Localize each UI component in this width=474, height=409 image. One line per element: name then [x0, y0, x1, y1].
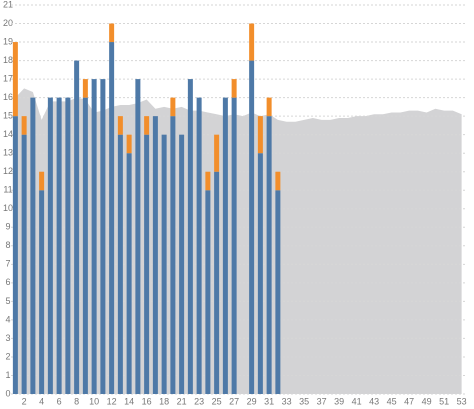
bar-segment [187, 79, 193, 394]
bar-segment [39, 190, 45, 394]
bar-segment [100, 79, 106, 394]
x-tick-label: 10 [89, 396, 99, 406]
y-tick-label: 17 [3, 73, 13, 83]
bar-segment [144, 134, 150, 394]
y-tick-label: 18 [3, 55, 13, 65]
y-tick-label: 19 [3, 36, 13, 46]
bar-segment [21, 116, 27, 135]
bar-segment [170, 116, 176, 395]
x-tick-label: 43 [369, 396, 379, 406]
y-tick-label: 8 [5, 240, 10, 250]
bar-segment [275, 171, 281, 191]
bar-segment [12, 42, 18, 117]
y-tick-label: 2 [5, 351, 10, 361]
y-tick-label: 0 [5, 388, 10, 398]
bar-segment [161, 134, 167, 394]
x-tick-label: 27 [229, 396, 239, 406]
y-tick-label: 13 [3, 148, 13, 158]
bar-segment [109, 42, 115, 395]
x-tick-label: 21 [177, 396, 187, 406]
bar-segment [257, 153, 263, 394]
x-tick-label: 23 [194, 396, 204, 406]
x-tick-label: 39 [334, 396, 344, 406]
bar-segment [39, 171, 45, 191]
bar-segment [205, 190, 211, 394]
bar-segment [109, 23, 115, 43]
x-tick-label: 16 [142, 396, 152, 406]
bar-segment [222, 97, 228, 394]
y-tick-label: 16 [3, 92, 13, 102]
x-tick-label: 31 [264, 396, 274, 406]
bar-segment [214, 171, 220, 394]
x-tick-label: 47 [404, 396, 414, 406]
y-tick-label: 9 [5, 222, 10, 232]
y-tick-label: 21 [3, 0, 13, 9]
y-tick-label: 5 [5, 296, 10, 306]
bar-segment [152, 116, 158, 395]
y-tick-label: 1 [5, 370, 10, 380]
y-tick-label: 14 [3, 129, 13, 139]
bar-segment [126, 153, 132, 394]
x-tick-label: 12 [107, 396, 117, 406]
bar-segment [144, 116, 150, 135]
x-tick-label: 4 [39, 396, 44, 406]
x-tick-label: 51 [439, 396, 449, 406]
bar-segment [65, 97, 71, 394]
bar-segment [12, 116, 18, 395]
bar-segment [47, 97, 53, 394]
bar-segment [275, 190, 281, 394]
bar-segment [82, 97, 88, 394]
bar-segment [266, 116, 272, 395]
x-tick-label: 14 [124, 396, 134, 406]
bar-segment [231, 97, 237, 394]
bar-segment [74, 60, 80, 394]
bar-segment [91, 79, 97, 394]
y-tick-label: 15 [3, 111, 13, 121]
bar-segment [231, 79, 237, 98]
x-tick-label: 35 [299, 396, 309, 406]
bar-segment [82, 79, 88, 98]
y-tick-label: 20 [3, 18, 13, 28]
bar-segment [56, 97, 62, 394]
x-tick-label: 25 [212, 396, 222, 406]
y-tick-label: 3 [5, 333, 10, 343]
bar-segment [196, 97, 202, 394]
x-tick-label: 8 [74, 396, 79, 406]
x-tick-label: 41 [352, 396, 362, 406]
bar-segment [126, 134, 132, 154]
bar-segment [30, 97, 36, 394]
y-tick-label: 12 [3, 166, 13, 176]
y-tick-label: 6 [5, 277, 10, 287]
bar-segment [249, 60, 255, 394]
bar-segment [135, 79, 141, 394]
y-tick-label: 10 [3, 203, 13, 213]
bar-segment [249, 23, 255, 61]
x-tick-label: 2 [22, 396, 27, 406]
y-tick-label: 11 [3, 185, 12, 195]
x-tick-label: 6 [57, 396, 62, 406]
x-tick-label: 33 [282, 396, 292, 406]
x-tick-label: 49 [422, 396, 432, 406]
y-tick-label: 7 [5, 259, 10, 269]
x-tick-label: 45 [387, 396, 397, 406]
y-tick-label: 4 [5, 314, 10, 324]
bar-segment [117, 116, 123, 135]
x-tick-label: 53 [457, 396, 467, 406]
bar-segment [179, 134, 185, 394]
x-tick-label: 37 [317, 396, 327, 406]
bar-segment [266, 97, 272, 117]
area [15, 88, 462, 394]
x-tick-label: 29 [247, 396, 257, 406]
bar-segment [214, 134, 220, 172]
x-tick-label: 18 [159, 396, 169, 406]
bar-segment [170, 97, 176, 117]
bar-segment [117, 134, 123, 394]
bar-segment [21, 134, 27, 394]
bar-segment [257, 116, 263, 154]
bar-segment [205, 171, 211, 191]
